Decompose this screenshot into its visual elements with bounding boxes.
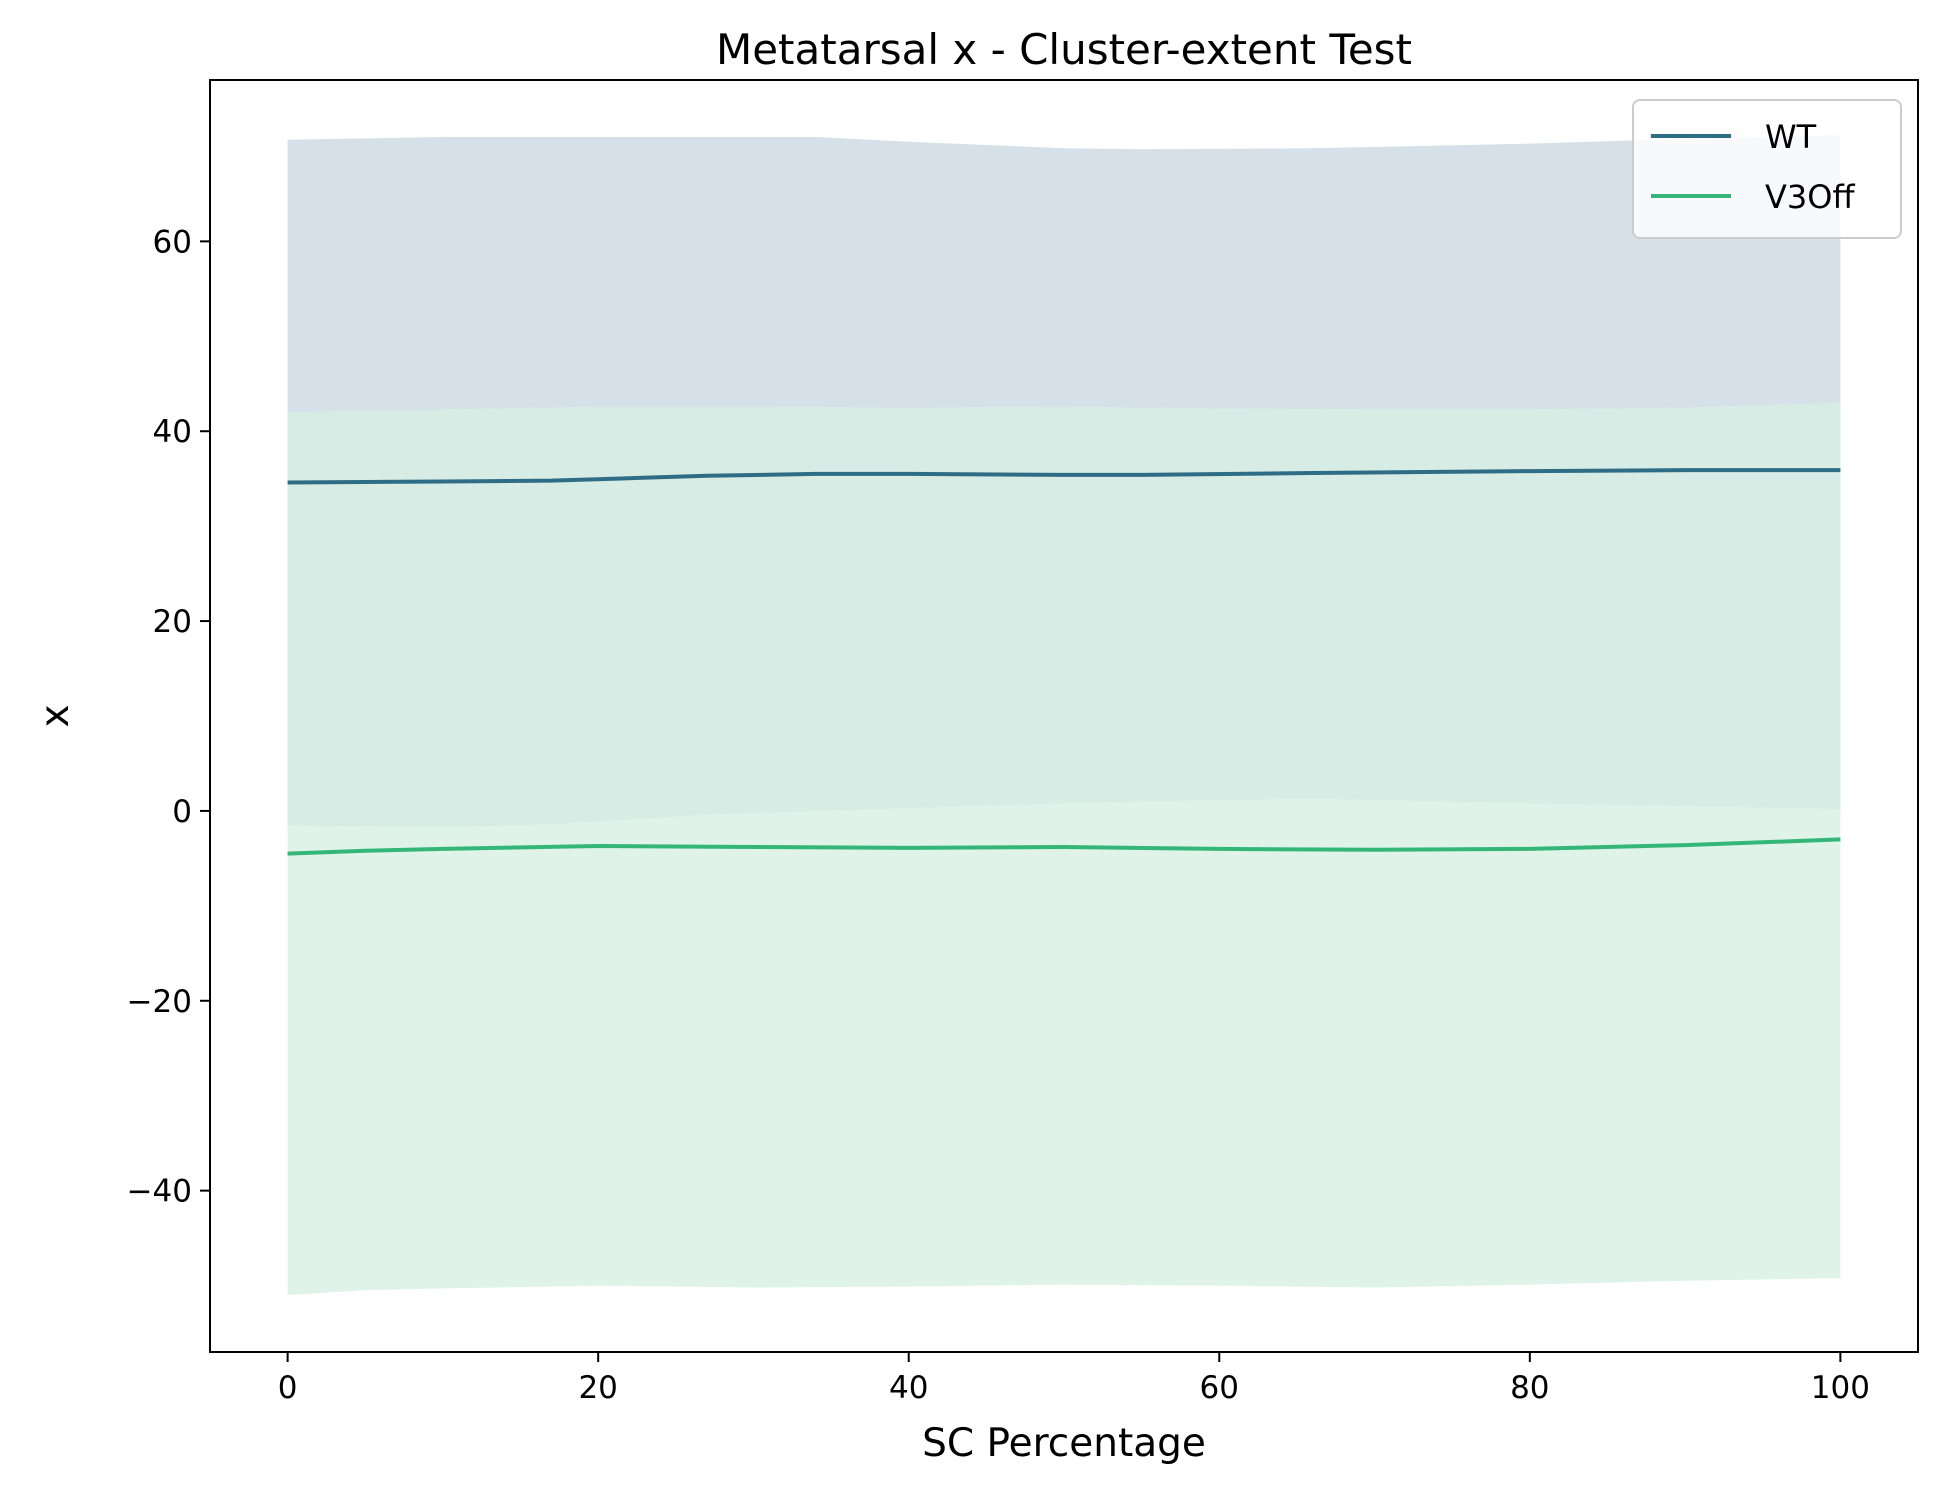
confidence-bands (287, 135, 1841, 1295)
x-tick-label: 20 (578, 1370, 617, 1406)
y-tick-label: 20 (153, 604, 192, 640)
x-tick-label: 0 (278, 1370, 298, 1406)
x-tick-label: 60 (1200, 1370, 1239, 1406)
legend-label-wt: WT (1765, 118, 1817, 156)
series-line-v3off (287, 837, 1841, 856)
x-tick-label: 80 (1510, 1370, 1549, 1406)
y-tick-label: −20 (127, 984, 192, 1020)
legend: WT V3Off (1632, 99, 1902, 239)
x-tick-label: 100 (1811, 1370, 1870, 1406)
legend-label-v3off: V3Off (1765, 178, 1855, 216)
series-line-wt (287, 468, 1841, 485)
x-axis-ticks: 0 20 40 60 80 100 (278, 1352, 1870, 1406)
y-tick-label: 0 (172, 794, 192, 830)
y-tick-label: 60 (153, 224, 192, 260)
y-tick-label: −40 (127, 1174, 192, 1210)
chart-title: Metatarsal x - Cluster-extent Test (716, 25, 1412, 74)
y-axis-title: x (33, 704, 78, 727)
x-tick-label: 40 (889, 1370, 928, 1406)
y-axis-ticks: −40 −20 0 20 40 60 (127, 224, 210, 1210)
y-tick-label: 40 (153, 414, 192, 450)
plot-frame (209, 79, 1919, 1353)
series-lines (287, 468, 1841, 856)
x-axis-title: SC Percentage (922, 1421, 1206, 1466)
